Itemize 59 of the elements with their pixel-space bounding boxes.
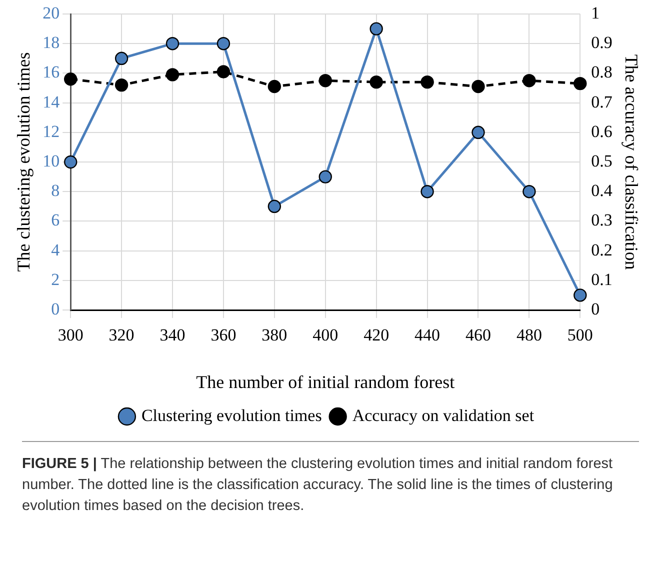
point: [472, 126, 485, 139]
x-tick-label: 420: [364, 326, 390, 345]
point: [166, 68, 180, 82]
point: [370, 75, 383, 89]
y2-tick-label: 0: [591, 299, 600, 318]
x-tick-label: 320: [108, 326, 134, 345]
x-tick-label: 460: [465, 326, 491, 345]
point: [216, 37, 230, 50]
point: [268, 80, 282, 94]
y2-tick-label: 0.7: [591, 92, 613, 112]
x-tick-label: 300: [58, 326, 84, 345]
point: [420, 75, 434, 89]
point: [370, 22, 383, 36]
y-tick-label: 14: [42, 92, 60, 112]
x-tick-label: 440: [414, 326, 440, 345]
y2-tick-label: 0.8: [591, 62, 612, 82]
y-tick-label: 8: [51, 181, 60, 200]
point: [522, 185, 536, 198]
y2-tick-label: 0.4: [591, 181, 613, 200]
y-tick-label: 18: [42, 33, 60, 52]
point: [318, 170, 332, 184]
x-tick-label: 480: [516, 326, 542, 345]
y2-tick-label: 0.2: [591, 240, 612, 260]
point: [318, 74, 332, 88]
point: [574, 288, 587, 302]
point: [420, 185, 434, 198]
y-tick-label: 4: [51, 240, 60, 260]
point: [114, 52, 128, 65]
legend-label: Accuracy on validation set: [352, 406, 534, 425]
point: [216, 65, 230, 78]
x-tick-label: 340: [160, 326, 186, 345]
y2-tick-label: 0.1: [591, 270, 612, 289]
legend-label: Clustering evolution times: [141, 406, 322, 425]
y2-tick-label: 0.5: [591, 151, 612, 170]
x-axis-title: The number of initial random forest: [196, 372, 455, 392]
x-tick-label: 400: [312, 326, 338, 345]
point: [574, 76, 587, 90]
y-tick-label: 6: [51, 210, 60, 230]
y2-tick-label: 0.9: [591, 33, 612, 52]
y-tick-label: 20: [42, 3, 60, 22]
y-axis-title: The clustering evolution times: [14, 52, 34, 272]
y-tick-label: 12: [42, 122, 60, 141]
point: [522, 74, 536, 88]
y2-tick-label: 1: [591, 3, 600, 22]
y-tick-label: 2: [51, 270, 60, 289]
point: [472, 80, 485, 94]
caption: FIGURE 5 | The relationship between the clustering evolution times and initial random forest number. The dotted line is the classification accuracy. The solid line is the times of clustering evolution times based on the decision trees.: [22, 455, 614, 516]
x-tick-label: 380: [262, 326, 288, 345]
y2-tick-label: 0.3: [591, 210, 612, 230]
point: [166, 37, 180, 50]
y2-axis-title: The accuracy of classification: [621, 54, 642, 270]
x-tick-label: 500: [567, 326, 593, 345]
y-tick-label: 0: [51, 299, 60, 318]
y-tick-label: 16: [42, 62, 60, 82]
point: [114, 78, 128, 92]
point: [268, 200, 282, 213]
x-tick-label: 360: [210, 326, 236, 345]
y-tick-label: 10: [42, 151, 60, 170]
y2-tick-label: 0.6: [591, 122, 612, 141]
